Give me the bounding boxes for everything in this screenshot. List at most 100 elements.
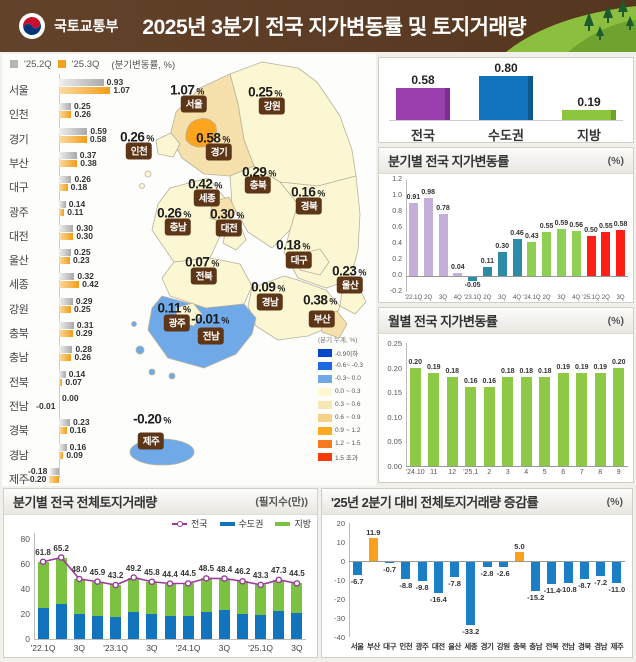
bar	[59, 159, 78, 167]
left-chart-row: 서울 0.93 1.07	[2, 76, 152, 100]
x-tick-label: 3Q	[218, 643, 231, 653]
map-region-pill: 충북	[244, 176, 272, 194]
map-legend-item: 0.0 ~ 0.3	[318, 385, 374, 398]
map-region-value: 0.25 %	[248, 84, 282, 100]
bar	[59, 151, 77, 159]
x-tick-label: 3Q	[146, 643, 158, 653]
map-region-pill: 전북	[190, 267, 218, 285]
bar	[401, 562, 411, 579]
bar-value-label: -0.18	[27, 465, 48, 476]
bar-value-label: 0.78	[436, 204, 450, 212]
y-tick-label: -20	[334, 595, 345, 604]
bar-value-label: 0.43	[524, 232, 539, 240]
x-tick-label: 3Q	[557, 295, 566, 301]
bar	[539, 377, 551, 466]
bar-value-label: 0.19	[574, 363, 589, 371]
total-value-label: 61.8	[35, 547, 51, 557]
legend-range-label: -0.9이하	[335, 350, 359, 358]
sudogwon-bar	[255, 614, 267, 639]
map-section: '25.2Q '25.3Q (분기변동률, %) 서울 0.93 1.07 인천 0.2…	[2, 54, 376, 486]
bar-value-label: 0.18	[519, 368, 534, 376]
bar	[59, 103, 71, 111]
bar	[59, 224, 74, 232]
legend-range-label: 0.6 ~ 0.9	[335, 414, 361, 421]
legend-color-swatch	[318, 361, 332, 370]
total-value-label: 46.2	[234, 567, 251, 577]
total-value-label: 43.3	[252, 570, 269, 580]
bar	[59, 370, 66, 378]
map-region-pill: 광주	[163, 314, 191, 332]
bar-value-label: 0.58	[89, 133, 107, 144]
region-label: 서울	[9, 85, 29, 97]
bar-value-label: -9.8	[415, 582, 429, 592]
percent-suffix: %	[300, 241, 310, 252]
percent-suffix: %	[219, 315, 229, 326]
y-tick-label: 0.10	[387, 412, 402, 422]
green-bar-icon	[275, 521, 291, 526]
bar	[512, 239, 522, 276]
left-chart-row: 대전 0.30 0.30	[2, 222, 152, 246]
total-value-label: 48.5	[198, 564, 215, 574]
bar-value-label: 0.37	[79, 149, 97, 160]
island	[131, 321, 137, 327]
left-chart-row: 전남 0.00 -0.01	[2, 392, 152, 416]
left-chart-legend: '25.2Q '25.3Q (분기변동률, %)	[10, 57, 175, 71]
bar	[59, 79, 104, 86]
bar-value-label: 0.58	[411, 73, 435, 88]
bar-value-label: -16.4	[429, 595, 447, 605]
quarterly-panel-header: 분기별 전국 지가변동률 (%)	[379, 148, 633, 174]
y-tick-label: 0.20	[387, 363, 402, 373]
percent-suffix: %	[266, 168, 276, 179]
bar	[59, 330, 73, 337]
x-tick-label: '25.1	[463, 469, 479, 476]
bar	[433, 562, 443, 594]
percent-suffix: %	[272, 88, 282, 99]
legend-color-swatch	[318, 426, 332, 435]
percent-suffix: %	[327, 296, 337, 307]
bar	[59, 232, 74, 240]
x-tick-label: '22.1Q	[404, 295, 423, 301]
region-label: 전북	[9, 376, 29, 389]
bar-value-label: 0.42	[82, 279, 99, 290]
x-tick-label: 인천	[399, 642, 413, 651]
y-tick-label: 1.2	[392, 176, 402, 183]
x-tick-label: 광주	[415, 642, 429, 651]
jibang-bar	[73, 579, 85, 614]
x-tick-label: 충북	[513, 642, 526, 651]
bar-value-label: 0.04	[450, 263, 465, 271]
bar	[59, 427, 67, 435]
y-tick-label: 0.2	[392, 256, 402, 263]
sudogwon-bar	[110, 617, 122, 639]
monthly-chart-panel: 월별 전국 지가변동률 (%) 0.25 0.20 0.15 0.10 0.05 0.00…	[378, 307, 634, 483]
y-tick-label: -30	[334, 614, 345, 623]
map-region-value: 0.38 %	[303, 292, 337, 308]
x-tick-label: 4	[524, 469, 529, 476]
map-region-value: 1.07 %	[170, 82, 204, 98]
island	[168, 372, 176, 380]
y-tick-label: 0	[25, 634, 30, 644]
map-region-value: 0.11 %	[157, 300, 191, 316]
bar-value-label: 0.32	[77, 271, 94, 282]
bar	[59, 451, 64, 459]
bar-value-label: 0.56	[569, 222, 583, 230]
bar	[482, 562, 492, 568]
region-incheon	[155, 132, 181, 158]
bar	[59, 87, 111, 94]
bar	[563, 562, 573, 583]
map-legend-item: -0.3~ 0.0	[318, 372, 374, 385]
jibang-bar	[128, 577, 140, 613]
y-tick-label: 0.15	[387, 388, 402, 398]
total-value-label: 43.2	[107, 571, 124, 580]
category-label: 지방	[577, 128, 601, 143]
jibang-bar	[237, 581, 249, 614]
region-label: 충남	[9, 352, 29, 365]
legend-range-label: 1.5 초과	[335, 454, 358, 462]
y-axis-line	[34, 533, 35, 639]
volume-unit: (필지수(만))	[255, 496, 308, 508]
bar	[59, 127, 88, 135]
bar	[466, 562, 476, 626]
bar-value-label: 0.25	[74, 101, 91, 112]
bar-value-label: 0.23	[73, 255, 90, 266]
legend-color-swatch	[318, 452, 332, 461]
legend-range-label: 0.9 ~ 1.2	[335, 427, 361, 434]
